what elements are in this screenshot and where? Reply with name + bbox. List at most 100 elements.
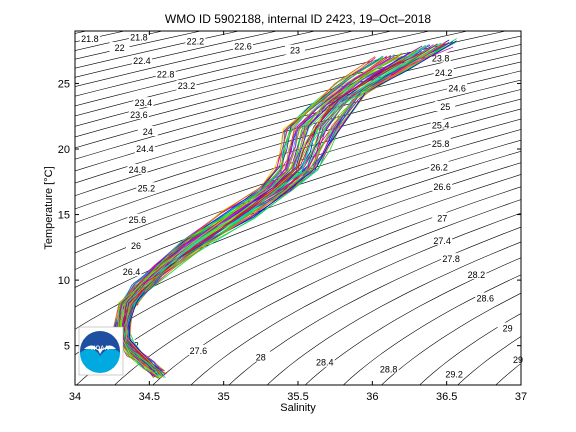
- y-axis-label: Temperature [°C]: [43, 166, 55, 249]
- density-contour-36: [419, 313, 521, 385]
- contour-label: 24.4: [136, 144, 154, 154]
- contour-label-bg: [314, 356, 335, 367]
- contour-label: 23.6: [130, 110, 148, 120]
- contour-label-bg: [128, 108, 149, 119]
- density-contour-17: [75, 70, 521, 197]
- density-contour-30: [190, 212, 521, 385]
- contour-label: 28.4: [316, 358, 334, 368]
- contour-label: 22.8: [157, 69, 175, 79]
- density-contour-34: [342, 274, 521, 385]
- y-tick-label: 25: [58, 78, 70, 90]
- density-contour-labels: 21.8 21.8 22 22.2 22.4 22.6 22.8 23 23.2 23.4 23.6…: [79, 31, 528, 380]
- contour-label: 28.6: [477, 294, 495, 304]
- density-contour-12: [75, 31, 508, 138]
- contour-label-bg: [432, 181, 453, 191]
- contour-label-bg: [475, 292, 496, 303]
- contour-label-bg: [126, 240, 146, 250]
- contour-label: 28.2: [468, 270, 486, 280]
- contour-label-bg: [121, 266, 142, 277]
- y-tick-label: 5: [64, 341, 70, 353]
- contour-label: 28.8: [380, 364, 398, 374]
- y-axis: 5 10 15 20 25: [58, 78, 521, 353]
- contour-label-bg: [447, 82, 468, 93]
- contour-label: 23: [290, 46, 300, 56]
- density-contour-32: [266, 241, 521, 385]
- x-tick-label: 34: [69, 391, 81, 403]
- density-contour-37: [457, 336, 521, 385]
- contour-label-bg: [441, 253, 462, 264]
- density-contour-10: [75, 31, 431, 117]
- contour-label-bg: [508, 354, 528, 365]
- logo-sea: [80, 348, 120, 373]
- contour-label-bg: [188, 344, 209, 355]
- profile-line: [125, 44, 430, 378]
- contour-label-bg: [432, 234, 453, 245]
- x-tick-label: 34.5: [139, 391, 160, 403]
- density-contour-18: [75, 79, 521, 210]
- contour-label: 23.4: [135, 98, 153, 108]
- contour-label-bg: [430, 52, 451, 63]
- profile-line: [122, 48, 434, 374]
- density-contour-35: [381, 292, 521, 385]
- x-axis-label: Salinity: [280, 402, 316, 414]
- density-contour-19: [75, 89, 521, 224]
- contour-label-bg: [127, 164, 148, 174]
- density-contour-25: [75, 150, 521, 330]
- contour-label: 26.2: [430, 162, 448, 172]
- contour-label: 26.4: [123, 267, 141, 277]
- density-contour-15: [75, 52, 521, 172]
- density-contour-22: [75, 118, 521, 270]
- contour-label: 26: [131, 241, 141, 251]
- y-tick-label: 10: [58, 275, 70, 287]
- contour-label: 21.8: [81, 34, 99, 44]
- contour-label-bg: [109, 42, 130, 52]
- chart-title: WMO ID 5902188, internal ID 2423, 19–Oct…: [165, 12, 431, 26]
- contour-label: 27.6: [190, 346, 208, 356]
- contour-label: 23.8: [432, 54, 450, 64]
- contour-label: 29.2: [445, 370, 463, 380]
- contour-label-bg: [433, 67, 454, 77]
- density-contour-24: [75, 139, 521, 308]
- density-contour-7: [75, 31, 317, 87]
- contour-label: 25.4: [432, 120, 450, 130]
- contour-label: 22.2: [187, 37, 205, 47]
- contour-label: 25.2: [138, 183, 156, 193]
- profile-line: [123, 52, 422, 372]
- contour-label-bg: [285, 44, 305, 55]
- density-contour-21: [75, 108, 521, 254]
- contour-label: 26.6: [433, 182, 451, 192]
- contour-label: 21.8: [130, 33, 148, 43]
- contour-label: 24.6: [448, 84, 466, 94]
- contour-label: 25.8: [432, 139, 450, 149]
- contour-label: 24: [143, 127, 153, 137]
- contour-label: 29: [503, 324, 513, 334]
- contour-label-bg: [136, 182, 157, 193]
- contour-label-bg: [430, 137, 451, 148]
- contour-label: 23.2: [178, 81, 196, 91]
- contour-label: 22.4: [133, 56, 151, 66]
- density-contour-16: [75, 61, 521, 184]
- contour-label: 29: [513, 355, 523, 365]
- profile-line: [127, 41, 458, 379]
- density-contour-13: [75, 35, 521, 149]
- contour-label-bg: [378, 363, 399, 374]
- contour-label-bg: [444, 368, 465, 379]
- contour-label-bg: [79, 32, 100, 43]
- contour-label-bg: [429, 161, 450, 172]
- contour-label: 22: [115, 43, 125, 53]
- x-tick-label: 36.5: [436, 391, 457, 403]
- noaa-logo: NOAA: [78, 326, 124, 376]
- contour-label: 27: [437, 214, 447, 224]
- contour-label-bg: [176, 80, 197, 91]
- contour-label: 25: [440, 102, 450, 112]
- x-axis: 34 34.5 35 35.5 36 36.5 37: [69, 31, 527, 403]
- contour-label-bg: [233, 40, 253, 51]
- contour-label: 28: [256, 353, 266, 363]
- contour-label-bg: [155, 68, 176, 79]
- contour-label-bg: [185, 35, 206, 46]
- y-tick-label: 20: [58, 144, 70, 156]
- contour-label-bg: [137, 126, 158, 136]
- contour-label-bg: [127, 213, 148, 224]
- logo-seagull: [84, 345, 116, 354]
